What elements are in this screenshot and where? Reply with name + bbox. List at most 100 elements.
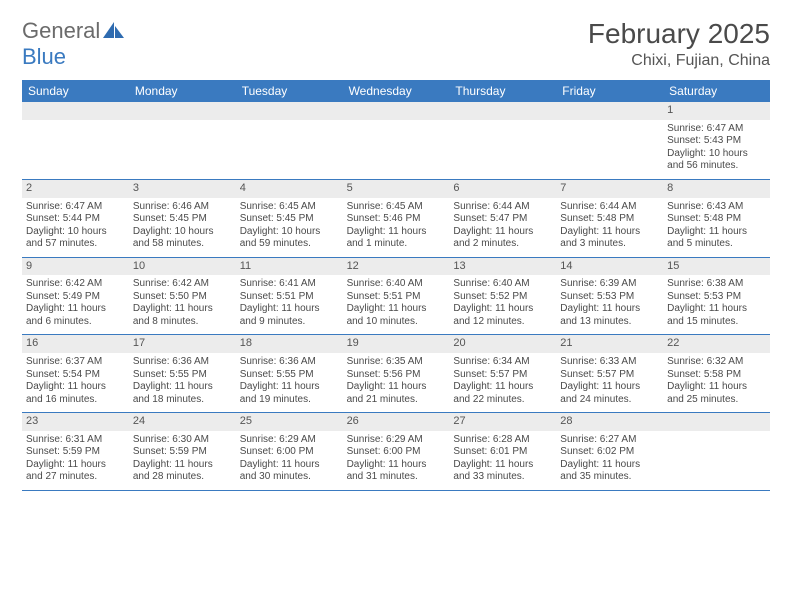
day-rise: Sunrise: 6:42 AM — [26, 278, 125, 291]
day-rise: Sunrise: 6:47 AM — [667, 123, 766, 136]
calendar-day: 8Sunrise: 6:43 AMSunset: 5:48 PMDaylight… — [663, 180, 770, 257]
day-d2: and 5 minutes. — [667, 238, 766, 251]
day-number: 5 — [343, 180, 450, 198]
day-rise: Sunrise: 6:44 AM — [560, 201, 659, 214]
day-number: 28 — [556, 413, 663, 431]
calendar-day — [129, 102, 236, 179]
day-number: 4 — [236, 180, 343, 198]
day-set: Sunset: 5:54 PM — [26, 369, 125, 382]
calendar-day: 5Sunrise: 6:45 AMSunset: 5:46 PMDaylight… — [343, 180, 450, 257]
day-d2: and 30 minutes. — [240, 471, 339, 484]
header: General Blue February 2025 Chixi, Fujian… — [22, 18, 770, 70]
day-number: 12 — [343, 258, 450, 276]
day-number: 13 — [449, 258, 556, 276]
day-set: Sunset: 5:45 PM — [133, 213, 232, 226]
day-d1: Daylight: 11 hours — [667, 226, 766, 239]
day-rise: Sunrise: 6:30 AM — [133, 434, 232, 447]
calendar-day — [236, 102, 343, 179]
day-d1: Daylight: 11 hours — [347, 303, 446, 316]
calendar-day: 4Sunrise: 6:45 AMSunset: 5:45 PMDaylight… — [236, 180, 343, 257]
day-d1: Daylight: 10 hours — [667, 148, 766, 161]
day-set: Sunset: 5:59 PM — [133, 446, 232, 459]
day-d2: and 24 minutes. — [560, 394, 659, 407]
day-d2: and 2 minutes. — [453, 238, 552, 251]
day-rise: Sunrise: 6:46 AM — [133, 201, 232, 214]
day-d1: Daylight: 11 hours — [347, 459, 446, 472]
calendar-day: 3Sunrise: 6:46 AMSunset: 5:45 PMDaylight… — [129, 180, 236, 257]
day-rise: Sunrise: 6:41 AM — [240, 278, 339, 291]
day-set: Sunset: 5:46 PM — [347, 213, 446, 226]
day-d2: and 56 minutes. — [667, 160, 766, 173]
weekday-header: Monday — [129, 80, 236, 102]
day-d2: and 21 minutes. — [347, 394, 446, 407]
calendar-day: 14Sunrise: 6:39 AMSunset: 5:53 PMDayligh… — [556, 258, 663, 335]
day-rise: Sunrise: 6:32 AM — [667, 356, 766, 369]
calendar-day: 27Sunrise: 6:28 AMSunset: 6:01 PMDayligh… — [449, 413, 556, 490]
day-d1: Daylight: 11 hours — [26, 459, 125, 472]
calendar-day: 13Sunrise: 6:40 AMSunset: 5:52 PMDayligh… — [449, 258, 556, 335]
calendar-day: 22Sunrise: 6:32 AMSunset: 5:58 PMDayligh… — [663, 335, 770, 412]
day-set: Sunset: 6:00 PM — [347, 446, 446, 459]
day-number: 19 — [343, 335, 450, 353]
calendar-day: 20Sunrise: 6:34 AMSunset: 5:57 PMDayligh… — [449, 335, 556, 412]
calendar-week: 1Sunrise: 6:47 AMSunset: 5:43 PMDaylight… — [22, 102, 770, 180]
calendar-body: 1Sunrise: 6:47 AMSunset: 5:43 PMDaylight… — [22, 102, 770, 491]
weekday-header: Saturday — [663, 80, 770, 102]
day-number-empty — [343, 102, 450, 120]
day-d2: and 3 minutes. — [560, 238, 659, 251]
day-d1: Daylight: 11 hours — [347, 226, 446, 239]
logo: General Blue — [22, 18, 125, 70]
day-d2: and 22 minutes. — [453, 394, 552, 407]
day-d1: Daylight: 11 hours — [560, 303, 659, 316]
day-number-empty — [449, 102, 556, 120]
day-rise: Sunrise: 6:38 AM — [667, 278, 766, 291]
day-number: 27 — [449, 413, 556, 431]
day-rise: Sunrise: 6:27 AM — [560, 434, 659, 447]
calendar-day: 6Sunrise: 6:44 AMSunset: 5:47 PMDaylight… — [449, 180, 556, 257]
day-number: 22 — [663, 335, 770, 353]
weekday-header: Tuesday — [236, 80, 343, 102]
calendar-day — [663, 413, 770, 490]
day-d2: and 10 minutes. — [347, 316, 446, 329]
day-rise: Sunrise: 6:36 AM — [133, 356, 232, 369]
calendar-day: 19Sunrise: 6:35 AMSunset: 5:56 PMDayligh… — [343, 335, 450, 412]
day-d2: and 27 minutes. — [26, 471, 125, 484]
day-set: Sunset: 5:45 PM — [240, 213, 339, 226]
day-rise: Sunrise: 6:44 AM — [453, 201, 552, 214]
day-number: 9 — [22, 258, 129, 276]
day-d1: Daylight: 11 hours — [667, 381, 766, 394]
calendar-week: 23 Sunrise: 6:31 AM Sunset: 5:59 PM Dayligh… — [22, 413, 770, 491]
day-rise: Sunrise: 6:29 AM — [240, 434, 339, 447]
day-rise: Sunrise: 6:40 AM — [347, 278, 446, 291]
day-number: 23 — [22, 413, 129, 431]
day-set: Sunset: 5:44 PM — [26, 213, 125, 226]
day-d1: Daylight: 11 hours — [453, 381, 552, 394]
weekday-header: Thursday — [449, 80, 556, 102]
day-rise: Sunrise: 6:47 AM — [26, 201, 125, 214]
calendar-day: 28 Sunrise: 6:27 AMSunset: 6:02 PMDayligh… — [556, 413, 663, 490]
day-number-empty — [22, 102, 129, 120]
day-d1: Daylight: 10 hours — [240, 226, 339, 239]
day-number-empty — [556, 102, 663, 120]
day-number-empty — [129, 102, 236, 120]
day-rise: Sunrise: 6:34 AM — [453, 356, 552, 369]
day-d2: and 16 minutes. — [26, 394, 125, 407]
day-set: Sunset: 6:00 PM — [240, 446, 339, 459]
day-d1: Daylight: 11 hours — [133, 303, 232, 316]
day-d2: and 8 minutes. — [133, 316, 232, 329]
day-number: 1 — [663, 102, 770, 120]
day-rise: Sunrise: 6:31 AM — [26, 434, 125, 447]
calendar-week: 9Sunrise: 6:42 AMSunset: 5:49 PMDaylight… — [22, 258, 770, 336]
calendar-day: 24Sunrise: 6:30 AMSunset: 5:59 PMDayligh… — [129, 413, 236, 490]
day-d2: and 57 minutes. — [26, 238, 125, 251]
day-d1: Daylight: 11 hours — [560, 459, 659, 472]
day-d1: Daylight: 11 hours — [667, 303, 766, 316]
day-d1: Daylight: 11 hours — [560, 381, 659, 394]
day-d1: Daylight: 10 hours — [26, 226, 125, 239]
day-d2: and 28 minutes. — [133, 471, 232, 484]
day-set: Sunset: 5:52 PM — [453, 291, 552, 304]
day-rise: Sunrise: 6:40 AM — [453, 278, 552, 291]
day-set: Sunset: 6:02 PM — [560, 446, 659, 459]
calendar-day: 12Sunrise: 6:40 AMSunset: 5:51 PMDayligh… — [343, 258, 450, 335]
day-d2: and 6 minutes. — [26, 316, 125, 329]
